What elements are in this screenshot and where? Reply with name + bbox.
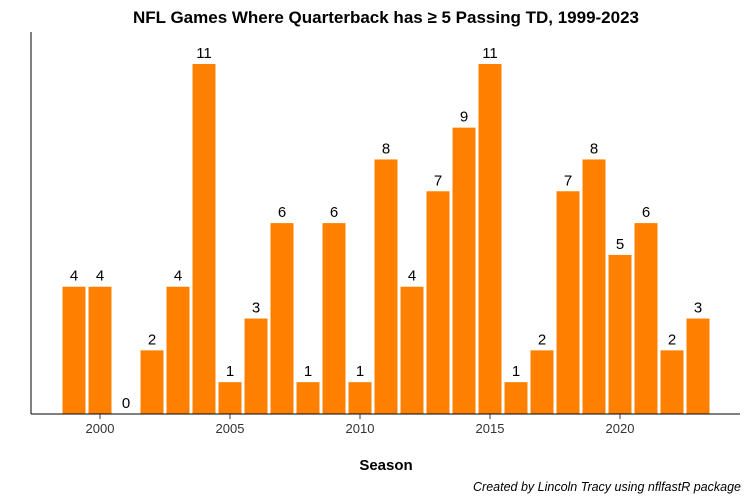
data-label-1999: 4 [70,268,78,285]
chart-caption: Created by Lincoln Tracy using nflfastR … [473,480,741,494]
x-ticks-group: 2000 2005 2010 2015 2020 [86,414,635,436]
data-label-2004: 11 [196,45,212,62]
data-label-2022: 2 [668,331,676,348]
data-label-2014: 9 [460,109,468,126]
bar-2003 [166,286,190,414]
bar-2008 [296,382,320,414]
bar-2020 [608,254,632,414]
bar-2012 [400,286,424,414]
x-tick-label-2000: 2000 [86,421,115,436]
data-label-2018: 7 [564,172,572,189]
data-label-2000: 4 [96,268,104,285]
bar-2005 [218,382,242,414]
data-label-2010: 1 [356,363,364,380]
data-label-2021: 6 [642,204,650,221]
bar-2006 [244,318,268,414]
bar-2000 [88,286,112,414]
bar-2010 [348,382,372,414]
bar-2021 [634,223,658,414]
data-label-2016: 1 [512,363,520,380]
bar-2014 [452,127,476,414]
data-label-2009: 6 [330,204,338,221]
bar-2016 [504,382,528,414]
x-axis-label: Season [359,457,412,474]
data-label-2005: 1 [226,363,234,380]
x-tick-label-2010: 2010 [346,421,375,436]
data-label-2020: 5 [616,236,624,253]
data-label-2001: 0 [122,395,130,412]
bar-2013 [426,191,450,414]
x-tick-label-2015: 2015 [476,421,505,436]
bar-2009 [322,223,346,414]
bar-2019 [582,159,606,414]
x-tick-label-2005: 2005 [216,421,245,436]
data-label-2012: 4 [408,268,416,285]
bar-2002 [140,350,164,414]
data-label-2023: 3 [694,300,702,317]
data-label-2006: 3 [252,300,260,317]
bar-2022 [660,350,684,414]
data-label-2015: 11 [482,45,498,62]
data-label-2003: 4 [174,268,182,285]
bar-2017 [530,350,554,414]
data-label-2011: 8 [382,140,390,157]
data-label-2017: 2 [538,331,546,348]
x-tick-label-2020: 2020 [606,421,635,436]
bar-2018 [556,191,580,414]
data-label-2013: 7 [434,172,442,189]
data-label-2019: 8 [590,140,598,157]
bar-2011 [374,159,398,414]
bar-2007 [270,223,294,414]
data-label-2008: 1 [304,363,312,380]
data-label-2002: 2 [148,331,156,348]
data-label-2007: 6 [278,204,286,221]
bar-2015 [478,64,502,414]
bar-1999 [62,286,86,414]
bar-2004 [192,64,216,414]
bars-group [62,64,710,414]
bar-2023 [686,318,710,414]
chart-title: NFL Games Where Quarterback has ≥ 5 Pass… [133,8,639,27]
